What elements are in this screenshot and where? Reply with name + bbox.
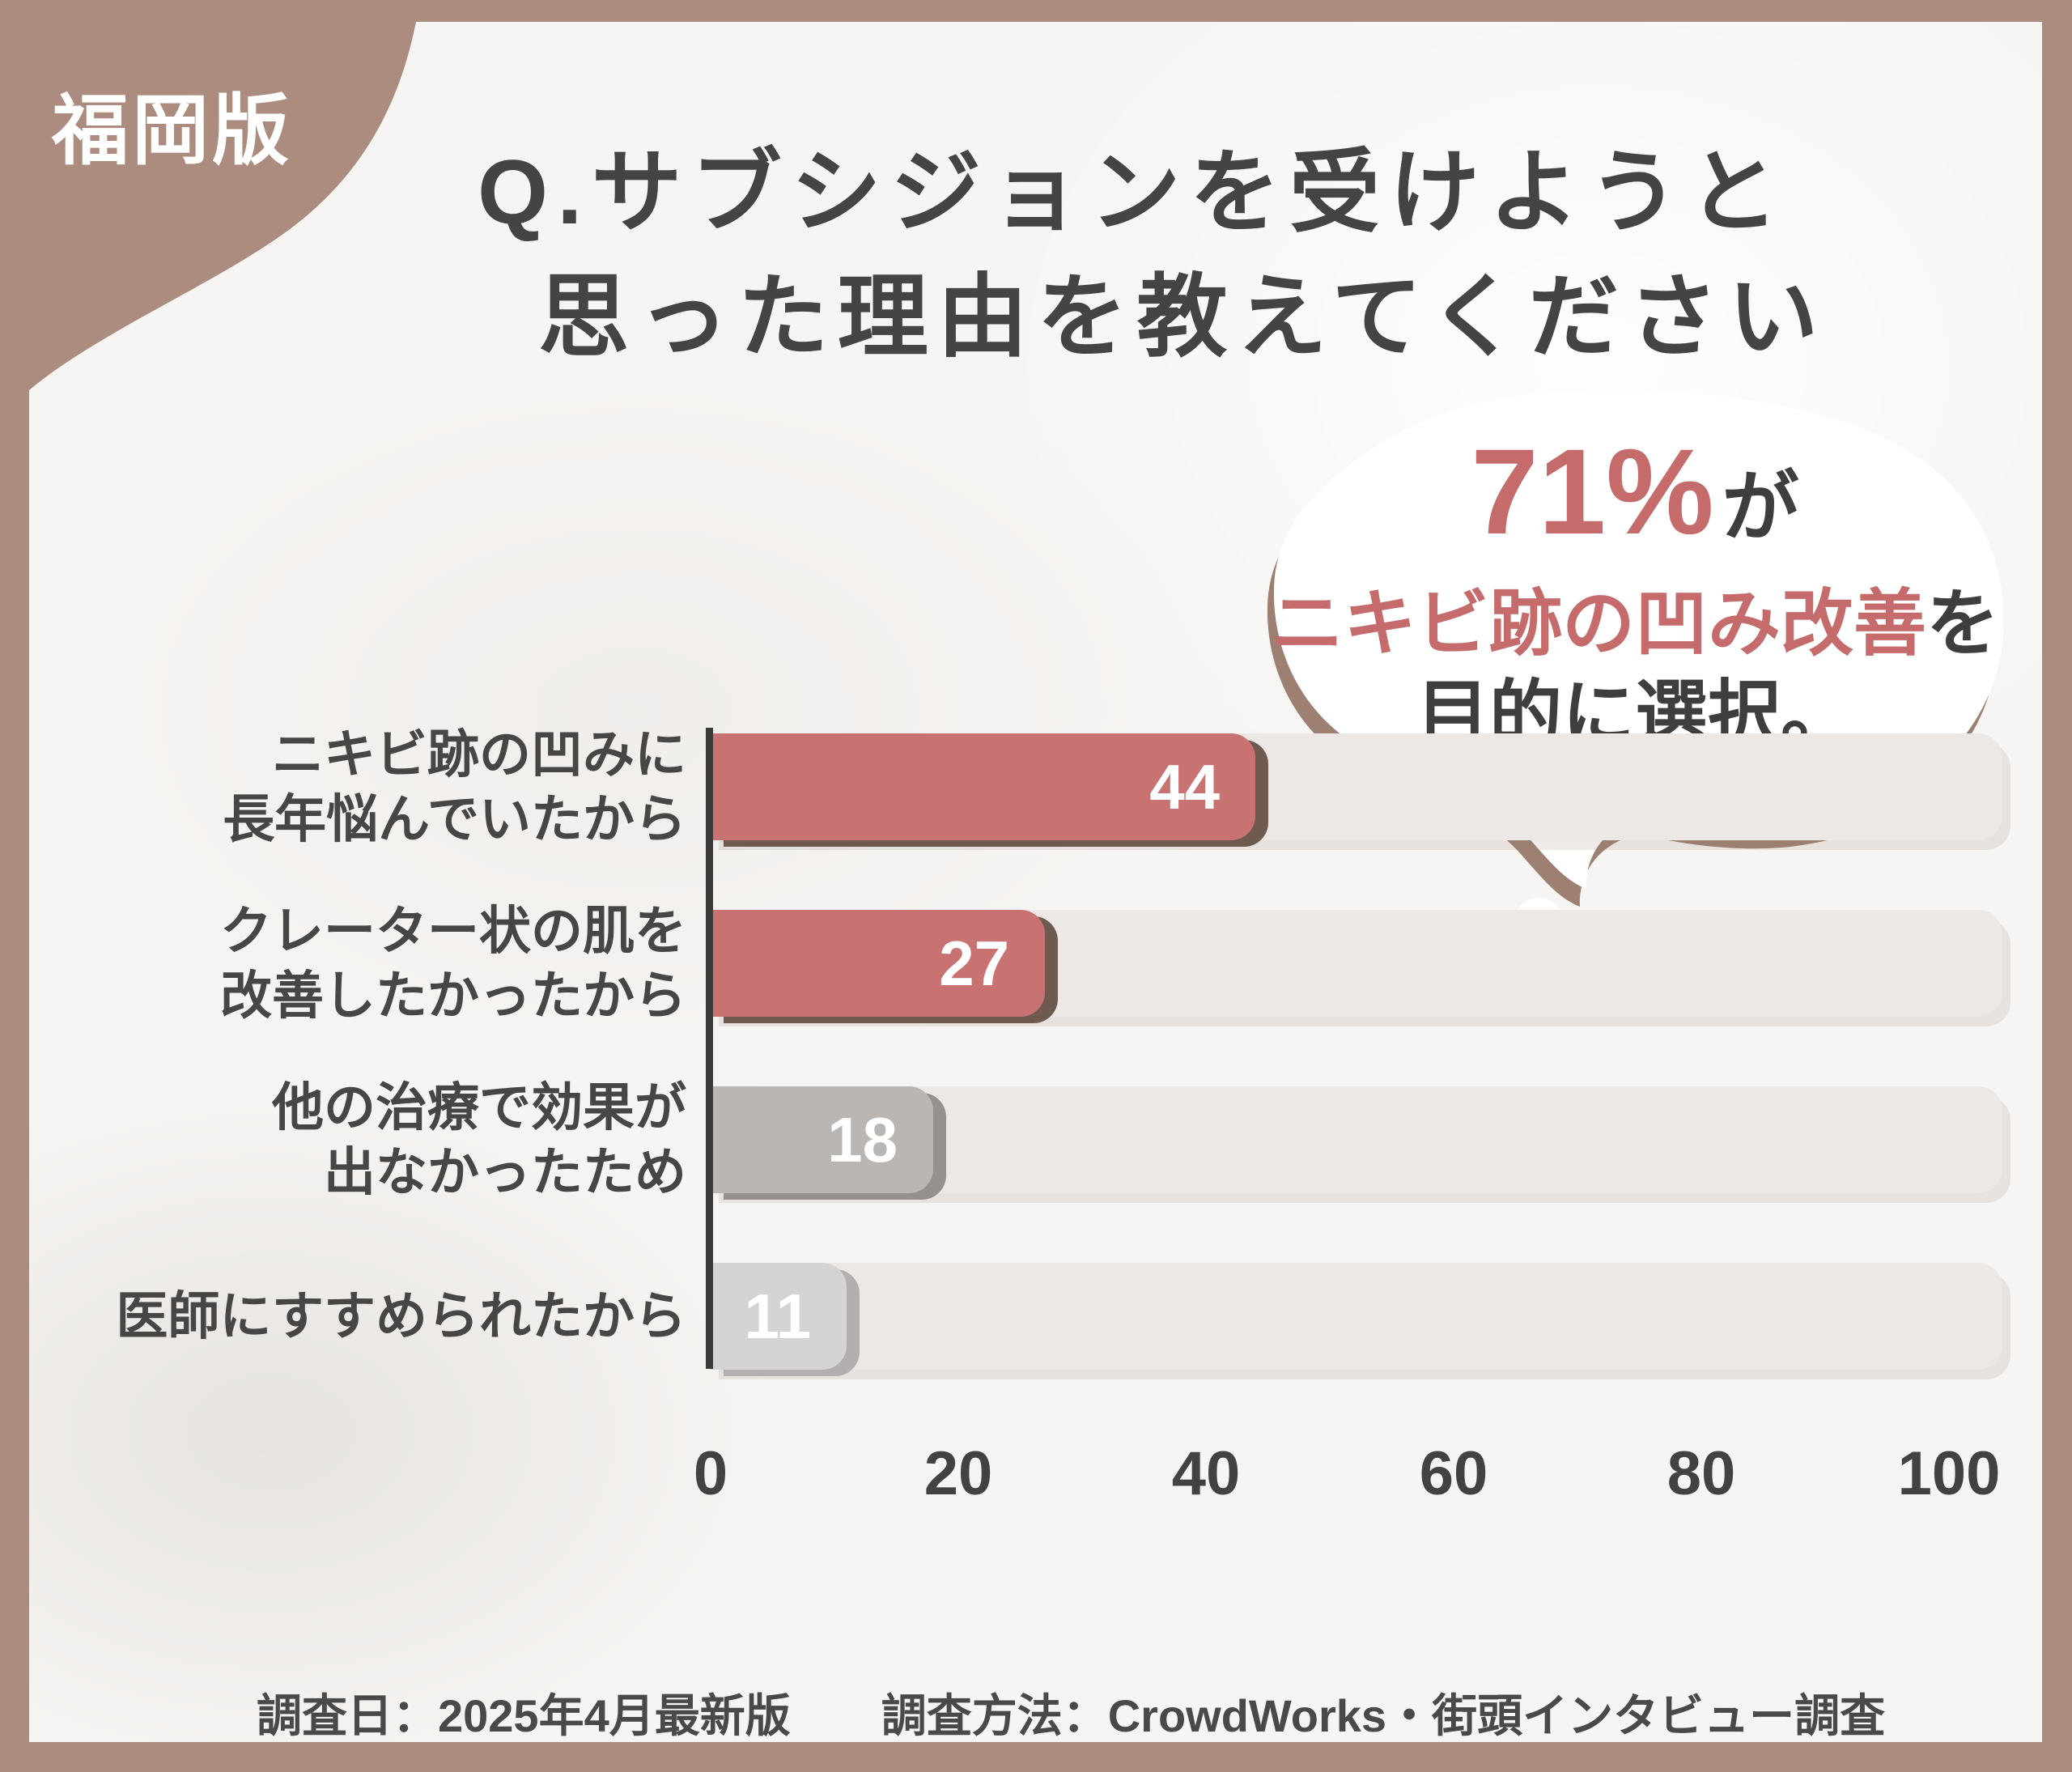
category-label-line: クレーター状の肌を [220,902,686,960]
category-label: クレーター状の肌を 改善したかったから [29,899,686,1028]
x-tick-label: 100 [1897,1439,2001,1508]
x-tick-label: 40 [1171,1439,1241,1508]
bar: 44 [711,733,1255,840]
content-canvas: 福岡版 Q.サブシジョンを受けようと 思った理由を教えてください 71% が ニ… [29,22,2042,1742]
bar-value-label: 18 [827,1103,898,1175]
bar-value-label: 11 [744,1280,811,1352]
y-axis-line [706,728,713,1369]
bubble-stat: 71% [1471,423,1714,559]
category-label: ニキビ跡の凹みに長年悩んでいたから [29,722,686,852]
bar: 27 [711,910,1045,1017]
x-tick-label: 80 [1667,1439,1736,1508]
bar-chart: 44 ニキビ跡の凹みに長年悩んでいたから 27 クレーター状の肌を 改善したかったから 1… [29,22,2042,1742]
category-label-line: 改善したかったから [220,967,686,1025]
bubble-highlight-suffix: を [1926,584,1999,665]
corner-blob-path [29,22,416,390]
bubble-stat-line: 71% が [1271,431,1999,560]
page-title-line1: Q.サブシジョンを受けようと [477,142,1789,243]
category-label-line: ニキビ跡の凹みに [272,725,686,784]
bar: 11 [711,1263,847,1370]
x-tick-label: 60 [1419,1439,1488,1508]
region-badge: 福岡版 [52,69,327,180]
page-title-line2: 思った理由を教えてください [538,266,1828,368]
bar-value-label: 44 [1149,750,1220,822]
bar-value-label: 27 [939,927,1009,999]
bar-track [711,1263,2002,1370]
category-label: 他の治療で効果が出なかったため [29,1075,686,1205]
survey-note-line1: 調査日：2025年4月最新版 調査方法：CrowdWorks・街頭インタビュー調… [257,1690,1886,1741]
x-tick-label: 0 [693,1439,728,1508]
category-label-line: 出なかったため [324,1143,686,1201]
bubble-stat-suffix: が [1722,465,1799,550]
bubble-highlight-line: ニキビ跡の凹み改善 を [1271,572,1999,665]
survey-note: 調査日：2025年4月最新版 調査方法：CrowdWorks・街頭インタビュー調… [257,1562,1885,1742]
category-label: 医師にすすめられたから [29,1284,686,1349]
category-label-line: 他の治療で効果が [272,1078,686,1137]
category-label-line: 長年悩んでいたから [223,790,686,848]
region-badge-label: 福岡版 [52,88,293,174]
bubble-highlight: ニキビ跡の凹み改善 [1271,584,1926,665]
bar: 18 [711,1086,933,1193]
corner-blob-shape [29,22,416,390]
category-label-line: 医師にすすめられたから [116,1287,686,1345]
x-tick-label: 20 [923,1439,993,1508]
